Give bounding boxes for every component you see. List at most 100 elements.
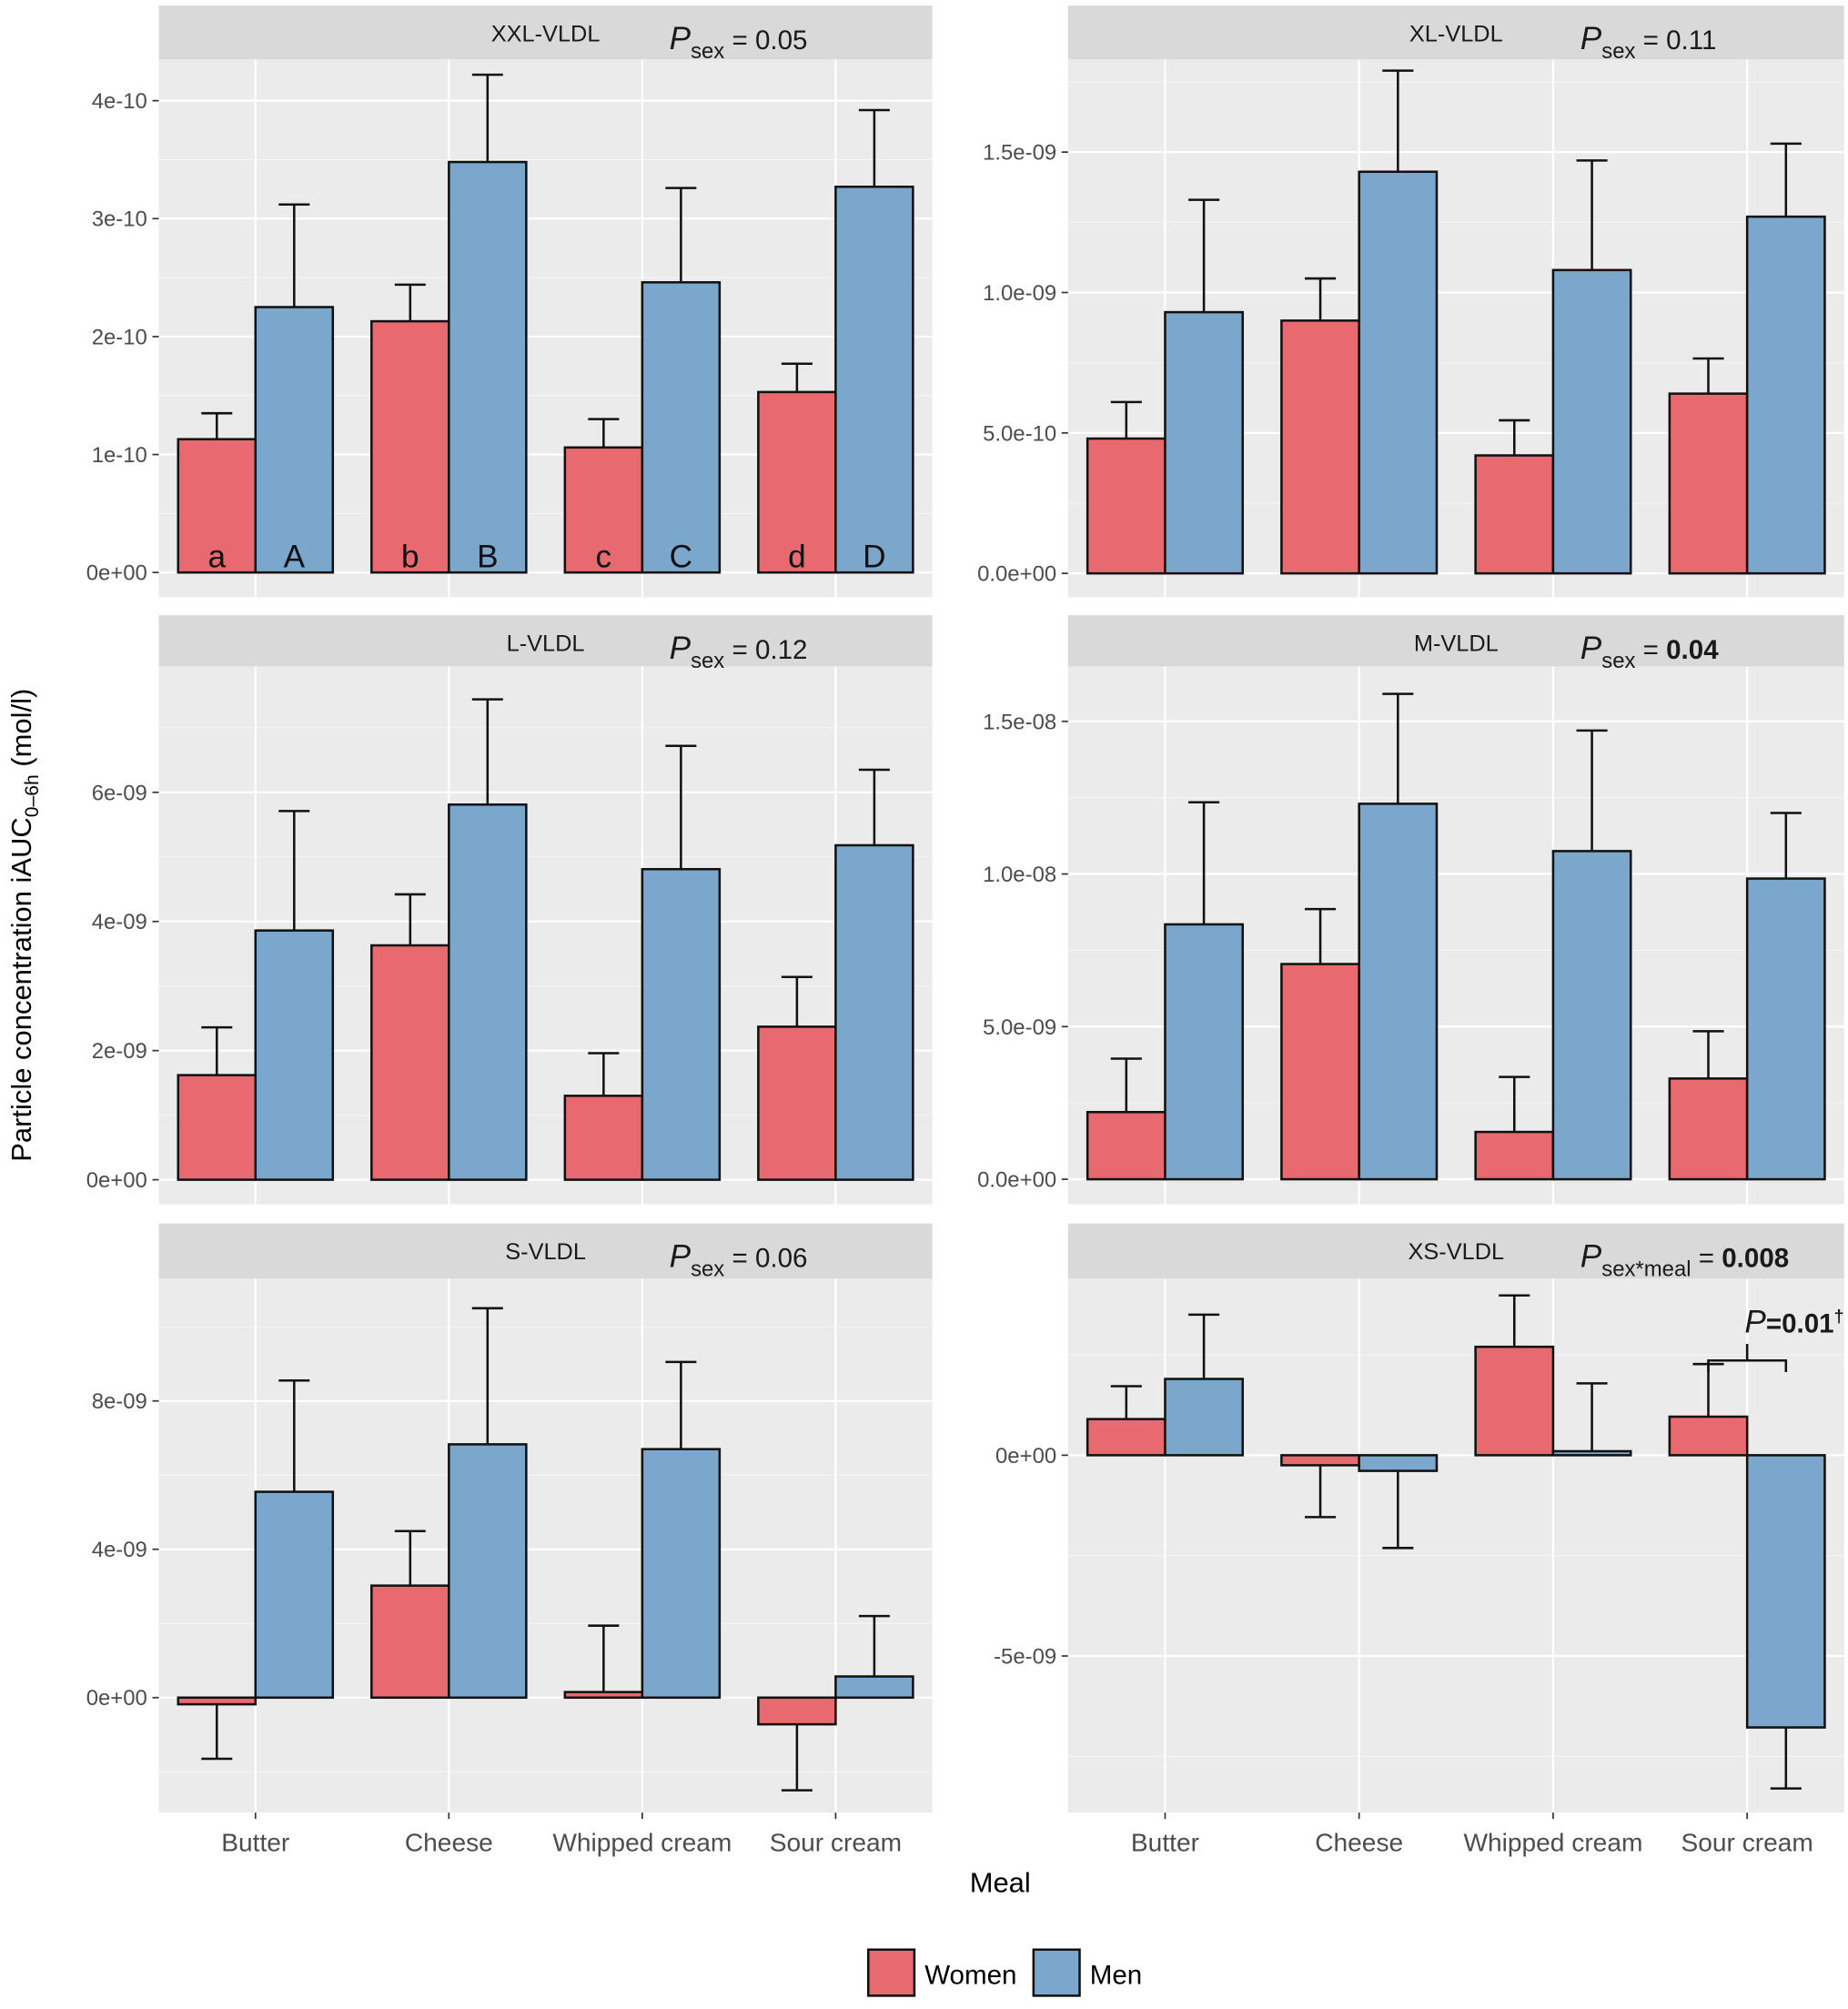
significance-label: P=0.01† bbox=[1744, 1304, 1843, 1339]
legend-swatch-women bbox=[867, 1948, 916, 1997]
p-subscript: sex bbox=[691, 1257, 724, 1281]
legend: Women Men bbox=[867, 1948, 1142, 1997]
y-tick-label: 0e+00 bbox=[86, 561, 147, 586]
bar-men bbox=[448, 160, 528, 574]
facet-title: XXL-VLDL bbox=[491, 22, 601, 47]
bar-men bbox=[448, 803, 528, 1181]
p-subscript: sex*meal bbox=[1601, 1257, 1691, 1281]
p-equals: = bbox=[724, 1244, 755, 1274]
p-value: 0.008 bbox=[1722, 1244, 1789, 1274]
y-tick-label: 0.0e+00 bbox=[977, 1168, 1056, 1193]
p-value-label: Psex = 0.04 bbox=[1580, 631, 1719, 673]
facet-title: L-VLDL bbox=[507, 631, 585, 657]
facet-title: M-VLDL bbox=[1414, 631, 1499, 657]
x-tick-label: Whipped cream bbox=[552, 1828, 732, 1856]
bar-women bbox=[1086, 1110, 1166, 1181]
p-equals: = bbox=[724, 635, 755, 665]
bar-men bbox=[1164, 1378, 1245, 1457]
y-tick-label: 1.0e-08 bbox=[983, 863, 1056, 887]
y-axis-title-unit: (mol/l) bbox=[5, 689, 37, 775]
x-tick-label: Whipped cream bbox=[1463, 1828, 1642, 1856]
bar-men bbox=[1745, 877, 1826, 1181]
facet-title: XL-VLDL bbox=[1409, 22, 1503, 47]
panel-xxl-vldl: 0e+00 1e-10 2e-10 3e-10 4e-10 XXL-VLDL Psex = … bbox=[86, 5, 933, 598]
bar-men bbox=[834, 843, 914, 1181]
annotation-p-symbol: P bbox=[1744, 1304, 1766, 1339]
y-tick-label: 4e-09 bbox=[92, 1538, 147, 1562]
p-equals: = bbox=[1691, 1244, 1722, 1274]
x-axis-title: Meal bbox=[970, 1866, 1031, 1898]
bar-men bbox=[641, 867, 722, 1181]
panel-m-vldl: 0.0e+00 5.0e-09 1.0e-08 1.5e-08 M-VLDL Psex =… bbox=[977, 615, 1844, 1205]
bar-letter-label: D bbox=[863, 540, 885, 575]
bar-women bbox=[1474, 1345, 1555, 1457]
y-tick-label: 0e+00 bbox=[86, 1168, 147, 1193]
panels: 0e+00 1e-10 2e-10 3e-10 4e-10 XXL-VLDL Psex = … bbox=[86, 5, 1844, 1856]
bar-men bbox=[1551, 850, 1632, 1181]
significance-bracket bbox=[1707, 1343, 1788, 1372]
bar-men bbox=[1745, 215, 1826, 575]
p-value-label: Psex = 0.06 bbox=[670, 1239, 808, 1282]
facet-strip bbox=[1067, 5, 1844, 60]
y-tick-label: 1.5e-09 bbox=[983, 141, 1056, 166]
p-value: 0.05 bbox=[755, 25, 808, 56]
p-value-label: Psex = 0.12 bbox=[670, 631, 808, 673]
p-value-label: Psex = 0.05 bbox=[670, 21, 808, 64]
bar-men bbox=[834, 1675, 914, 1700]
p-symbol: P bbox=[670, 1239, 692, 1275]
bar-women bbox=[757, 1025, 837, 1181]
bar-letter-label: A bbox=[284, 540, 306, 575]
bar-men bbox=[1358, 170, 1439, 575]
y-tick-label: 2e-09 bbox=[92, 1039, 147, 1064]
y-axis-title: Particle concentration iAUC0–6h (mol/l) bbox=[5, 689, 43, 1162]
y-tick-label: 4e-10 bbox=[92, 89, 147, 114]
bar-letter-label: b bbox=[401, 540, 419, 575]
bar-men bbox=[254, 1490, 335, 1700]
x-tick-label: Sour cream bbox=[770, 1828, 902, 1856]
facet-title: XS-VLDL bbox=[1409, 1239, 1505, 1265]
bar-men bbox=[1358, 803, 1439, 1181]
legend-label-men: Men bbox=[1090, 1961, 1142, 1991]
bar-men bbox=[641, 281, 722, 574]
bar-letter-label: a bbox=[208, 540, 227, 575]
y-tick-label: 2e-10 bbox=[92, 325, 147, 349]
y-tick-label: 5.0e-09 bbox=[983, 1015, 1056, 1040]
p-symbol: P bbox=[1580, 1239, 1602, 1275]
bar-women bbox=[1668, 392, 1749, 575]
x-tick-label: Sour cream bbox=[1681, 1828, 1813, 1856]
p-symbol: P bbox=[670, 21, 692, 56]
bar-women bbox=[1474, 1130, 1555, 1181]
y-tick-label: 0.0e+00 bbox=[977, 562, 1056, 587]
bar-women bbox=[1280, 963, 1360, 1181]
bar-women bbox=[563, 1691, 644, 1700]
bar-men bbox=[1164, 310, 1245, 575]
p-value-label: Psex = 0.11 bbox=[1580, 21, 1717, 64]
facet-strip bbox=[158, 1223, 933, 1279]
bar-women bbox=[563, 446, 644, 574]
annotation-dagger: † bbox=[1834, 1307, 1844, 1327]
legend-label-women: Women bbox=[924, 1961, 1016, 1991]
bar-women bbox=[177, 1696, 258, 1706]
x-tick-label: Cheese bbox=[1315, 1828, 1403, 1856]
y-tick-label: 0e+00 bbox=[995, 1444, 1056, 1469]
p-equals: = bbox=[1635, 25, 1666, 56]
y-tick-label: 4e-09 bbox=[92, 910, 147, 934]
y-tick-label: 0e+00 bbox=[86, 1686, 147, 1711]
p-subscript: sex bbox=[1601, 39, 1635, 64]
p-subscript: sex bbox=[1601, 649, 1635, 673]
bar-men bbox=[254, 929, 335, 1181]
bar-men bbox=[448, 1443, 528, 1700]
panel-xl-vldl: 0.0e+00 5.0e-10 1.0e-09 1.5e-09 XL-VLDL Psex … bbox=[977, 5, 1844, 598]
bar-letter-label: B bbox=[477, 540, 498, 575]
annotation-p-value: =0.01 bbox=[1766, 1308, 1834, 1338]
panel-background bbox=[1067, 1278, 1844, 1813]
bar-men bbox=[1745, 1454, 1826, 1729]
x-tick-label: Cheese bbox=[405, 1828, 493, 1856]
y-tick-label: 1.0e-09 bbox=[983, 281, 1056, 306]
bar-women bbox=[177, 438, 258, 574]
p-value: 0.06 bbox=[755, 1244, 808, 1274]
y-tick-label: 6e-09 bbox=[92, 781, 147, 805]
